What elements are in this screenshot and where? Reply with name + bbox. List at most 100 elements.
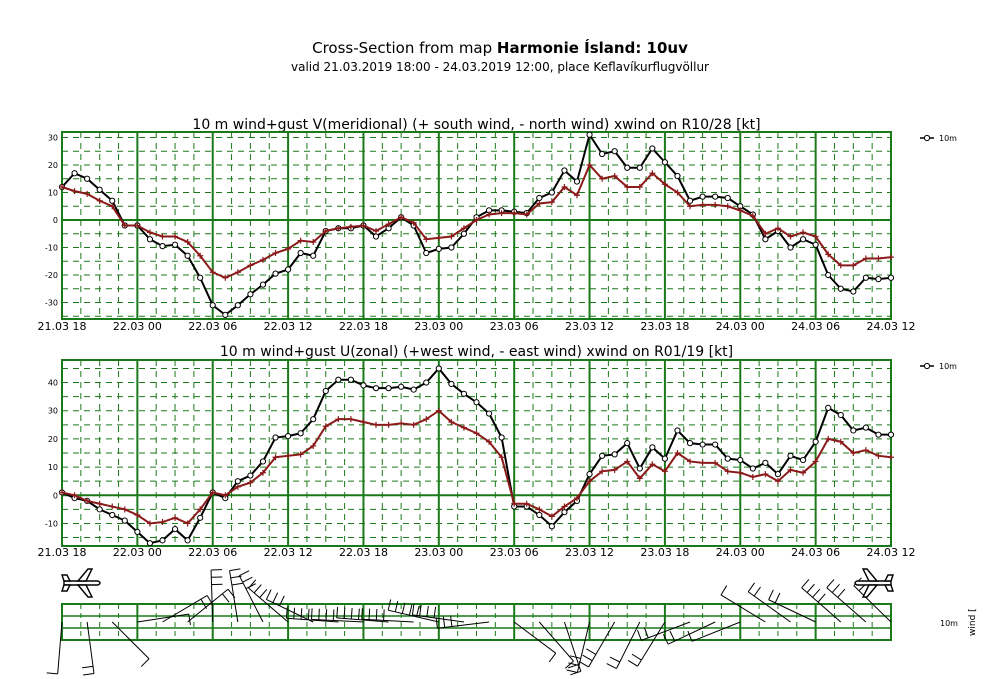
barb-staff xyxy=(513,621,557,654)
barb-feather xyxy=(285,607,288,619)
x-tick-label: 22.03 18 xyxy=(339,320,388,333)
barb-feather xyxy=(332,609,335,621)
data-point xyxy=(573,495,580,502)
barb-feather xyxy=(774,592,781,604)
data-point xyxy=(498,434,505,441)
chart-title: 10 m wind+gust U(zonal) (+west wind, - e… xyxy=(220,344,733,360)
barb-level-label: 10m xyxy=(940,619,958,628)
data-point xyxy=(310,416,317,423)
data-point xyxy=(234,483,241,490)
data-point xyxy=(159,233,166,240)
data-point xyxy=(209,489,216,496)
data-point xyxy=(888,454,894,461)
data-point xyxy=(749,212,756,219)
barb-feather xyxy=(361,608,363,620)
x-tick-label: 21.03 18 xyxy=(38,320,87,333)
barb-feather xyxy=(826,579,835,589)
barb-feather xyxy=(394,601,399,612)
data-point xyxy=(297,451,304,458)
data-point xyxy=(800,229,807,236)
barb-staff xyxy=(311,618,364,623)
barb-feather xyxy=(627,659,638,667)
x-tick-label: 22.03 12 xyxy=(264,320,313,333)
barb-feather xyxy=(300,608,303,620)
data-point xyxy=(347,376,354,383)
data-point xyxy=(523,500,530,507)
data-point xyxy=(548,523,555,530)
data-point xyxy=(435,234,442,241)
data-point xyxy=(875,255,882,262)
wind-barb xyxy=(435,615,490,629)
data-point xyxy=(310,252,317,259)
data-point xyxy=(209,302,216,309)
barb-feather xyxy=(643,627,649,639)
data-point xyxy=(548,199,555,206)
wind-barb xyxy=(111,621,150,667)
data-point xyxy=(473,430,480,437)
data-point xyxy=(197,514,204,521)
data-point xyxy=(888,254,894,261)
data-point xyxy=(624,164,631,171)
data-point xyxy=(674,189,681,196)
airplane-fuselage xyxy=(63,580,101,586)
wind-barb xyxy=(566,621,591,674)
barb-feather xyxy=(609,656,621,663)
barb-feather xyxy=(442,616,446,628)
wind-barb xyxy=(627,621,666,667)
barb-feather xyxy=(83,673,95,676)
data-point xyxy=(385,385,392,392)
data-point xyxy=(523,211,530,218)
barb-staff xyxy=(576,621,591,673)
barb-feather xyxy=(140,658,150,667)
data-point xyxy=(121,222,128,229)
x-tick-label: 22.03 00 xyxy=(113,546,162,559)
data-point xyxy=(410,386,417,393)
data-point xyxy=(59,489,65,496)
data-point xyxy=(737,207,744,214)
barb-feather xyxy=(586,648,597,655)
data-point xyxy=(812,241,819,248)
data-point xyxy=(486,438,493,445)
data-point xyxy=(850,427,857,434)
data-point xyxy=(661,159,669,166)
data-point xyxy=(661,468,668,475)
data-point xyxy=(485,410,493,417)
wind-barb xyxy=(801,579,842,623)
data-point xyxy=(787,244,794,251)
data-point xyxy=(674,427,681,434)
barb-feather xyxy=(669,630,676,642)
barb-staff xyxy=(437,621,490,629)
barb-staff xyxy=(691,621,741,642)
data-point xyxy=(335,376,342,383)
data-point xyxy=(448,419,455,425)
data-point xyxy=(84,175,91,182)
data-point xyxy=(686,440,694,447)
data-point xyxy=(134,222,141,229)
data-point xyxy=(724,455,731,462)
wind-barb xyxy=(513,621,557,663)
barb-feather xyxy=(426,605,429,617)
x-tick-label: 24.03 12 xyxy=(867,546,916,559)
data-point xyxy=(146,236,154,243)
barb-feather xyxy=(358,608,360,620)
barb-staff xyxy=(563,621,582,672)
data-point xyxy=(423,236,430,243)
barb-staff xyxy=(801,587,842,623)
title-prefix: Cross-Section from map xyxy=(312,39,493,57)
wind-barb xyxy=(662,621,716,645)
y-tick-label: 20 xyxy=(48,435,58,444)
data-point xyxy=(360,222,367,229)
data-point xyxy=(297,237,304,244)
barb-feather xyxy=(568,662,580,666)
data-point xyxy=(875,452,882,459)
data-point xyxy=(573,192,580,199)
data-point xyxy=(850,450,857,456)
x-tick-label: 22.03 12 xyxy=(264,546,313,559)
barb-staff xyxy=(826,587,867,623)
wind-barb xyxy=(411,603,465,623)
wind-barb xyxy=(637,621,691,641)
data-point xyxy=(159,519,166,526)
data-point xyxy=(611,466,618,473)
data-point xyxy=(674,450,681,456)
airplane-left-icon xyxy=(61,568,101,598)
